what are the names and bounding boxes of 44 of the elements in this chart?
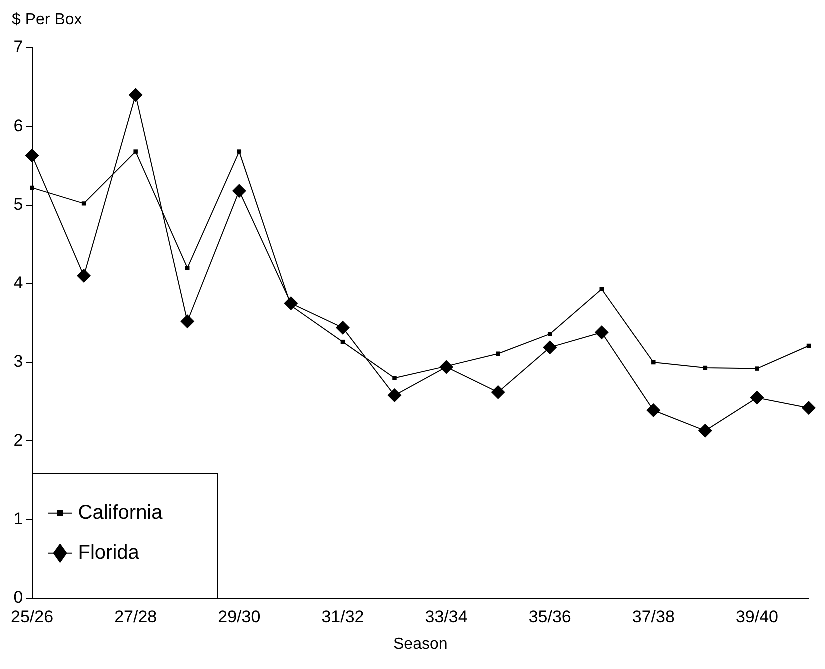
point (646, 403, 661, 418)
x-tick-label: 29/30 (218, 607, 261, 626)
point (185, 266, 190, 270)
point (388, 388, 402, 403)
x-tick-label: 37/38 (632, 607, 675, 626)
point (543, 340, 558, 355)
point (594, 326, 609, 340)
x-tick-label: 31/32 (322, 607, 364, 626)
x-axis-title: Season (394, 636, 448, 653)
point (698, 424, 712, 438)
point (232, 184, 246, 198)
x-tick-label: 33/34 (425, 607, 468, 626)
legend-label: California (78, 502, 164, 524)
point (25, 148, 40, 163)
point (237, 150, 242, 154)
point (802, 401, 816, 416)
y-tick-label: 7 (14, 38, 24, 57)
y-tick-label: 0 (14, 588, 24, 608)
x-tick-label: 27/28 (114, 607, 158, 626)
point (652, 360, 656, 365)
point (336, 320, 350, 335)
point (491, 385, 506, 400)
point (392, 376, 397, 380)
x-tick-label: 35/36 (528, 607, 572, 626)
point (134, 150, 138, 154)
point (750, 390, 764, 405)
point (82, 202, 86, 206)
point (496, 352, 500, 356)
point (77, 269, 92, 284)
y-tick-label: 3 (14, 352, 24, 372)
point (30, 186, 34, 190)
point (755, 366, 760, 371)
x-tick-label: 25/26 (10, 607, 54, 626)
x-tick-label: 39/40 (736, 607, 778, 626)
y-axis-title: $ Per Box (12, 11, 82, 28)
y-tick-label: 1 (14, 509, 24, 528)
point (128, 88, 143, 102)
legend-label: Florida (78, 542, 140, 564)
point (548, 332, 552, 336)
y-tick-label: 2 (14, 430, 24, 450)
y-tick-label: 4 (14, 274, 24, 293)
y-tick-label: 6 (14, 116, 24, 136)
y-tick-label: 5 (14, 194, 24, 214)
point (180, 314, 195, 329)
